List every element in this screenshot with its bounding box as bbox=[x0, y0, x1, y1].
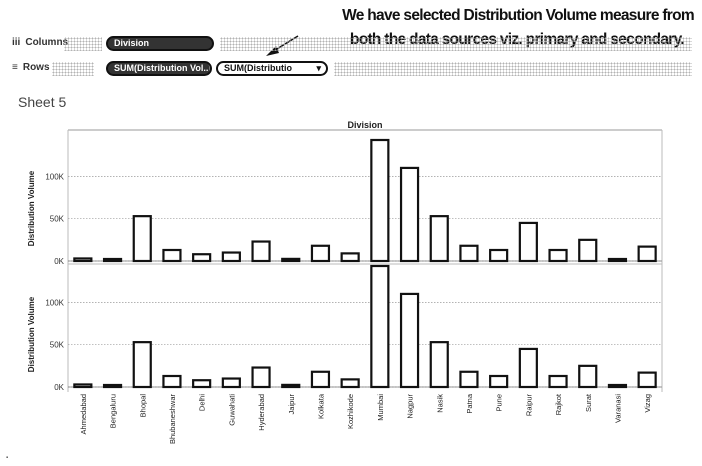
x-tick-label: Bengaluru bbox=[109, 394, 118, 428]
bar-raipur bbox=[518, 221, 538, 263]
bar-surat bbox=[578, 238, 598, 263]
x-tick-label: Rajkot bbox=[554, 393, 563, 415]
bar-varanasi bbox=[607, 383, 628, 389]
bar-delhi bbox=[192, 379, 212, 389]
shelf-texture bbox=[52, 62, 94, 76]
bar-jaipur bbox=[281, 383, 301, 389]
shelf-texture bbox=[64, 37, 102, 51]
bar-hyderabad bbox=[251, 240, 271, 263]
x-tick-label: Kolkata bbox=[316, 393, 325, 419]
bar-bengaluru bbox=[102, 383, 123, 389]
bar-nagpur bbox=[399, 166, 420, 263]
bar-kolkata bbox=[310, 244, 331, 263]
shelf-texture bbox=[334, 62, 692, 76]
x-tick-label: Patna bbox=[465, 393, 474, 413]
distribution-volume-primary-pill[interactable]: SUM(Distribution Vol..) bbox=[106, 61, 212, 76]
annotation-line-1: We have selected Distribution Volume mea… bbox=[342, 7, 695, 24]
bar-kozhikode bbox=[340, 378, 360, 389]
rows-icon: ≡ bbox=[12, 62, 18, 73]
y-tick-label: 50K bbox=[50, 341, 65, 350]
bar-ahmedabad bbox=[73, 257, 93, 263]
distribution-volume-secondary-label: SUM(Distributio bbox=[224, 63, 292, 73]
x-tick-label: Nagpur bbox=[406, 394, 415, 419]
x-tick-label: Bhopal bbox=[138, 394, 147, 418]
bar-varanasi bbox=[607, 257, 628, 263]
pill-dropdown-icon[interactable]: ▾ bbox=[316, 63, 321, 73]
bar-nagpur bbox=[399, 292, 420, 389]
bar-bhopal bbox=[132, 341, 152, 389]
sheet-title: Sheet 5 bbox=[18, 94, 67, 110]
bar-patna bbox=[459, 244, 479, 263]
bar-mumbai bbox=[370, 264, 390, 389]
bar-guwahati bbox=[221, 251, 241, 263]
chart-title: Division bbox=[347, 120, 382, 130]
bar-nasik bbox=[429, 215, 449, 263]
x-tick-label: Pune bbox=[495, 394, 504, 412]
y-tick-label: 0K bbox=[54, 257, 64, 266]
x-tick-label: Ahmedabad bbox=[79, 394, 88, 434]
bar-patna bbox=[459, 370, 479, 389]
bar-surat bbox=[578, 364, 598, 389]
division-pill[interactable]: Division bbox=[106, 36, 214, 51]
rows-shelf-label: ≡ Rows bbox=[12, 62, 50, 73]
footer-dot: ▪ bbox=[6, 455, 9, 461]
bar-hyderabad bbox=[251, 366, 271, 389]
x-tick-label: Jaipur bbox=[287, 394, 296, 415]
x-tick-label: Nasik bbox=[435, 394, 444, 413]
bar-bhubaneshwar bbox=[162, 374, 182, 389]
bar-rajkot bbox=[548, 248, 568, 263]
y-tick-label: 0K bbox=[54, 383, 64, 392]
columns-icon: iii bbox=[12, 37, 21, 48]
y-tick-label: 50K bbox=[50, 215, 65, 224]
x-tick-label: Guwahati bbox=[227, 394, 236, 426]
bar-pune bbox=[489, 374, 509, 389]
rows-label: Rows bbox=[22, 62, 50, 73]
shelf-texture bbox=[220, 37, 692, 51]
columns-label: Columns bbox=[25, 37, 69, 48]
y-axis-label: Distribution Volume bbox=[27, 170, 36, 246]
columns-shelf[interactable]: iii Columns Division bbox=[6, 35, 696, 55]
bar-kozhikode bbox=[340, 252, 360, 263]
bar-rajkot bbox=[548, 374, 568, 389]
x-tick-label: Hyderabad bbox=[257, 394, 266, 431]
rows-shelf[interactable]: ≡ Rows SUM(Distribution Vol..) SUM(Distri… bbox=[6, 60, 696, 80]
y-tick-label: 100K bbox=[45, 298, 64, 307]
x-tick-label: Kozhikode bbox=[346, 394, 355, 429]
bar-vizag bbox=[637, 371, 657, 389]
x-tick-label: Bhubaneshwar bbox=[168, 394, 177, 445]
y-tick-label: 100K bbox=[45, 172, 64, 181]
bar-guwahati bbox=[221, 377, 241, 389]
x-tick-label: Delhi bbox=[198, 394, 207, 411]
y-axis-label: Distribution Volume bbox=[27, 296, 36, 372]
x-tick-label: Surat bbox=[584, 393, 593, 412]
bar-bhubaneshwar bbox=[162, 248, 182, 263]
x-tick-label: Varanasi bbox=[613, 394, 622, 423]
bar-jaipur bbox=[281, 257, 301, 263]
bar-delhi bbox=[192, 253, 212, 263]
bar-pune bbox=[489, 248, 509, 263]
bar-vizag bbox=[637, 245, 657, 263]
bar-mumbai bbox=[370, 138, 390, 263]
x-tick-label: Mumbai bbox=[376, 394, 385, 421]
x-tick-label: Raipur bbox=[524, 393, 533, 416]
bar-bhopal bbox=[132, 215, 152, 263]
columns-shelf-label: iii Columns bbox=[12, 37, 68, 48]
distribution-volume-secondary-pill[interactable]: SUM(Distributio ▾ bbox=[216, 61, 328, 76]
x-tick-label: Vizag bbox=[643, 394, 652, 413]
bar-ahmedabad bbox=[73, 383, 93, 389]
bar-bengaluru bbox=[102, 257, 123, 263]
bar-nasik bbox=[429, 341, 449, 389]
bar-raipur bbox=[518, 347, 538, 389]
bar-kolkata bbox=[310, 370, 331, 389]
